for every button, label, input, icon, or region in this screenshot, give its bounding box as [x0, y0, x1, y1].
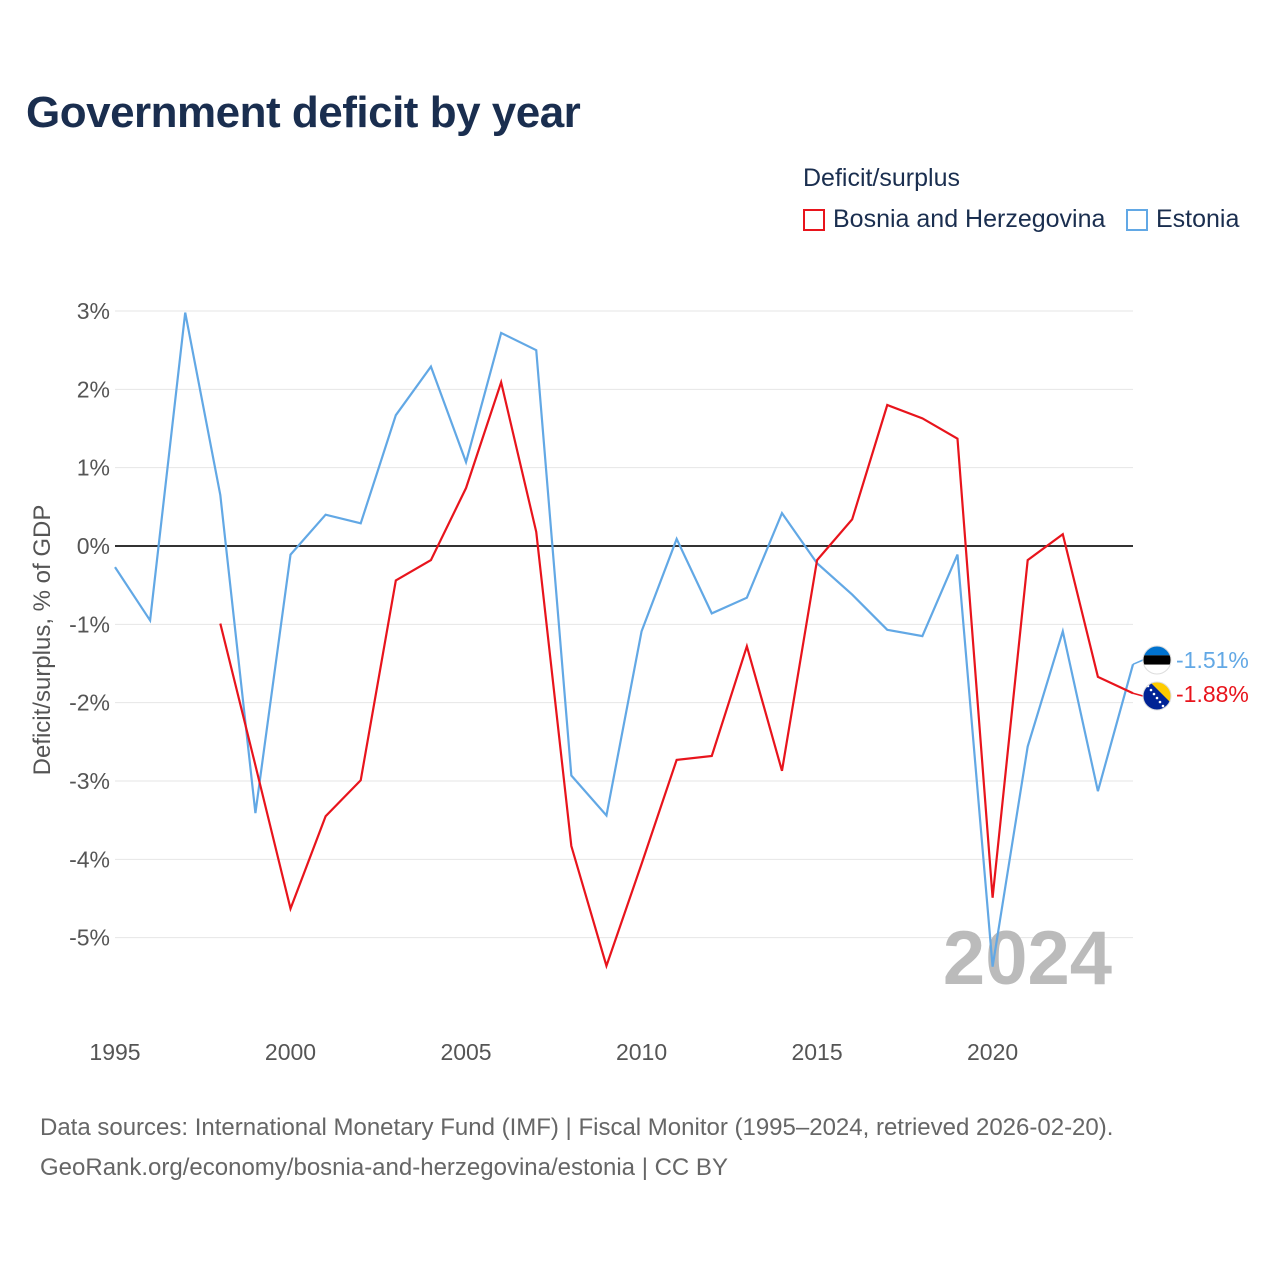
- source-note: Data sources: International Monetary Fun…: [40, 1108, 1113, 1188]
- x-tick-label: 2015: [791, 1039, 842, 1065]
- y-tick-label: 1%: [77, 455, 110, 481]
- series-line-estonia[interactable]: [114, 312, 1135, 967]
- y-tick-label: -3%: [69, 768, 110, 794]
- y-tick-label: -4%: [69, 846, 110, 872]
- estonia-flag-icon: [1143, 646, 1171, 674]
- series-layer: [114, 312, 1144, 970]
- legend-label-bosnia: Bosnia and Herzegovina: [833, 205, 1106, 233]
- y-axis-label: Deficit/surplus, % of GDP: [29, 505, 56, 776]
- x-tick-label: 2020: [967, 1039, 1018, 1065]
- series-line-bosnia[interactable]: [219, 378, 1134, 970]
- y-tick-label: -1%: [69, 611, 110, 637]
- bosnia-flag-icon: [1143, 682, 1171, 710]
- legend-swatch-estonia: [1126, 208, 1148, 231]
- y-tick-label: -5%: [69, 925, 110, 951]
- legend-label-estonia: Estonia: [1156, 205, 1240, 233]
- x-tick-label: 2005: [440, 1039, 491, 1065]
- year-watermark: 2024: [943, 916, 1112, 1001]
- chart-title: Government deficit by year: [26, 88, 581, 137]
- end-label-bosnia: -1.88%: [1176, 681, 1249, 707]
- legend-swatch-bosnia: [803, 208, 825, 231]
- y-axis-ticks: 3% 2% 1% 0% -1% -2% -3% -4% -5%: [69, 298, 110, 951]
- y-tick-label: 0%: [77, 533, 110, 559]
- y-tick-label: 3%: [77, 298, 110, 324]
- x-tick-label: 2010: [616, 1039, 667, 1065]
- x-tick-label: 1995: [89, 1039, 140, 1065]
- y-tick-label: 2%: [77, 376, 110, 402]
- grid-layer: [115, 310, 1133, 939]
- legend-item-bosnia[interactable]: Bosnia and Herzegovina: [803, 205, 1105, 234]
- end-connector: [1132, 692, 1144, 697]
- legend-title: Deficit/surplus: [803, 164, 960, 192]
- end-label-estonia: -1.51%: [1176, 647, 1249, 673]
- end-connector: [1132, 659, 1144, 665]
- source-line-1: Data sources: International Monetary Fun…: [40, 1114, 1114, 1141]
- x-tick-label: 2000: [265, 1039, 316, 1065]
- legend-item-estonia[interactable]: Estonia: [1126, 205, 1239, 234]
- x-axis-ticks: 1995 2000 2005 2010 2015 2020: [89, 1039, 1018, 1065]
- y-tick-label: -2%: [69, 690, 110, 716]
- source-line-2[interactable]: GeoRank.org/economy/bosnia-and-herzegovi…: [40, 1154, 728, 1181]
